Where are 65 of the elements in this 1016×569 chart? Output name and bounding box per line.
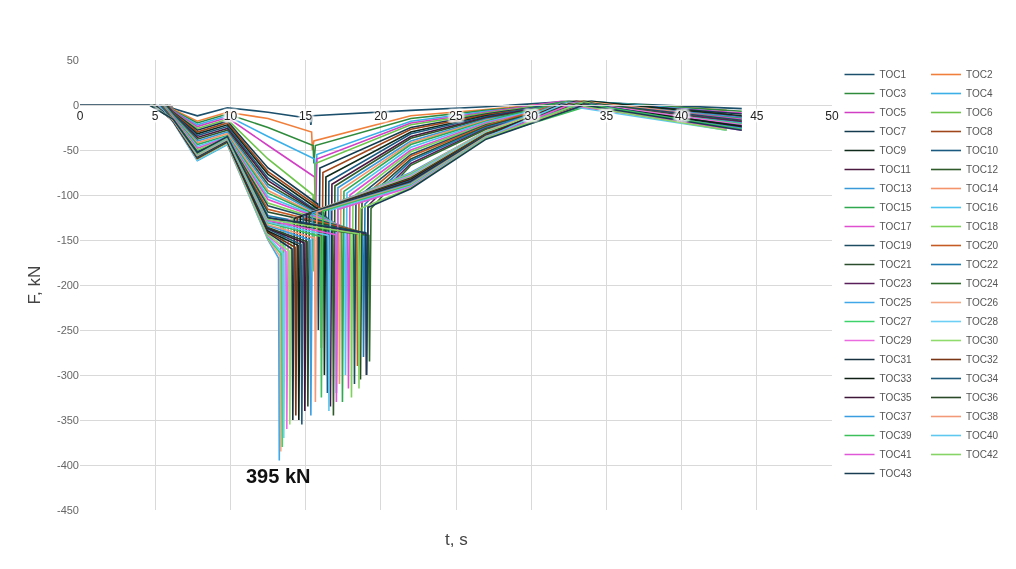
legend-label: TOC42 <box>966 449 999 461</box>
legend-label: TOC29 <box>879 335 913 347</box>
legend-label: TOC41 <box>879 449 913 461</box>
legend-label: TOC9 <box>879 145 907 157</box>
legend-label: TOC20 <box>966 240 999 252</box>
legend-label: TOC19 <box>879 240 913 252</box>
y-axis-title: F, kN <box>24 265 44 305</box>
legend-label: TOC12 <box>966 164 999 176</box>
y-tick-label: -50 <box>63 143 79 156</box>
legend-label: TOC35 <box>879 392 913 404</box>
legend-label: TOC14 <box>966 183 999 195</box>
y-tick-label: -400 <box>56 458 79 471</box>
legend-label: TOC11 <box>879 164 912 176</box>
legend-label: TOC26 <box>966 297 999 309</box>
x-tick-label: 35 <box>599 109 614 124</box>
legend-label: TOC16 <box>966 202 999 214</box>
x-tick-label: 30 <box>524 109 539 124</box>
legend-label: TOC31 <box>879 354 913 366</box>
legend-label: TOC8 <box>966 126 993 138</box>
legend-label: TOC36 <box>966 392 999 404</box>
legend-label: TOC10 <box>966 145 999 157</box>
legend-label: TOC18 <box>966 221 999 233</box>
x-tick-label: 25 <box>449 109 463 124</box>
legend-label: TOC23 <box>879 278 913 290</box>
legend-label: TOC37 <box>879 411 913 423</box>
x-tick-label: 40 <box>674 109 689 124</box>
legend-label: TOC1 <box>879 69 907 81</box>
x-axis-title: t, s <box>445 530 468 549</box>
annotation: 395 kN <box>246 465 311 487</box>
y-tick-label: 50 <box>66 53 79 66</box>
legend-label: TOC25 <box>879 297 913 309</box>
legend-label: TOC21 <box>879 259 913 271</box>
y-tick-label: 0 <box>72 98 79 111</box>
legend-label: TOC28 <box>966 316 999 328</box>
legend-label: TOC24 <box>966 278 999 290</box>
legend-label: TOC43 <box>879 468 913 480</box>
x-tick-label: 45 <box>750 109 764 124</box>
legend-label: TOC38 <box>966 411 999 423</box>
x-tick-label: 20 <box>374 109 388 124</box>
legend-label: TOC15 <box>879 202 913 214</box>
legend-label: TOC2 <box>966 69 993 81</box>
legend-label: TOC22 <box>966 259 999 271</box>
y-tick-label: -250 <box>56 323 79 336</box>
legend-label: TOC17 <box>879 221 913 233</box>
legend-label: TOC27 <box>879 316 913 328</box>
legend-label: TOC5 <box>879 107 907 119</box>
x-tick-label: 50 <box>825 109 839 124</box>
legend-label: TOC13 <box>879 183 913 195</box>
y-tick-label: -200 <box>56 278 79 291</box>
legend-label: TOC33 <box>879 373 913 385</box>
legend-label: TOC6 <box>966 107 993 119</box>
legend-label: TOC4 <box>966 88 993 100</box>
y-tick-label: -450 <box>56 503 79 516</box>
x-tick-label: 5 <box>151 109 159 124</box>
y-tick-label: -350 <box>56 413 79 426</box>
y-tick-label: -300 <box>56 368 79 381</box>
y-tick-label: -150 <box>56 233 79 246</box>
legend-label: TOC39 <box>879 430 913 442</box>
legend-label: TOC30 <box>966 335 999 347</box>
legend-label: TOC32 <box>966 354 999 366</box>
legend-label: TOC34 <box>966 373 999 385</box>
legend-label: TOC40 <box>966 430 999 442</box>
y-tick-label: -100 <box>56 188 79 201</box>
legend-label: TOC7 <box>879 126 907 138</box>
legend-label: TOC3 <box>879 88 907 100</box>
